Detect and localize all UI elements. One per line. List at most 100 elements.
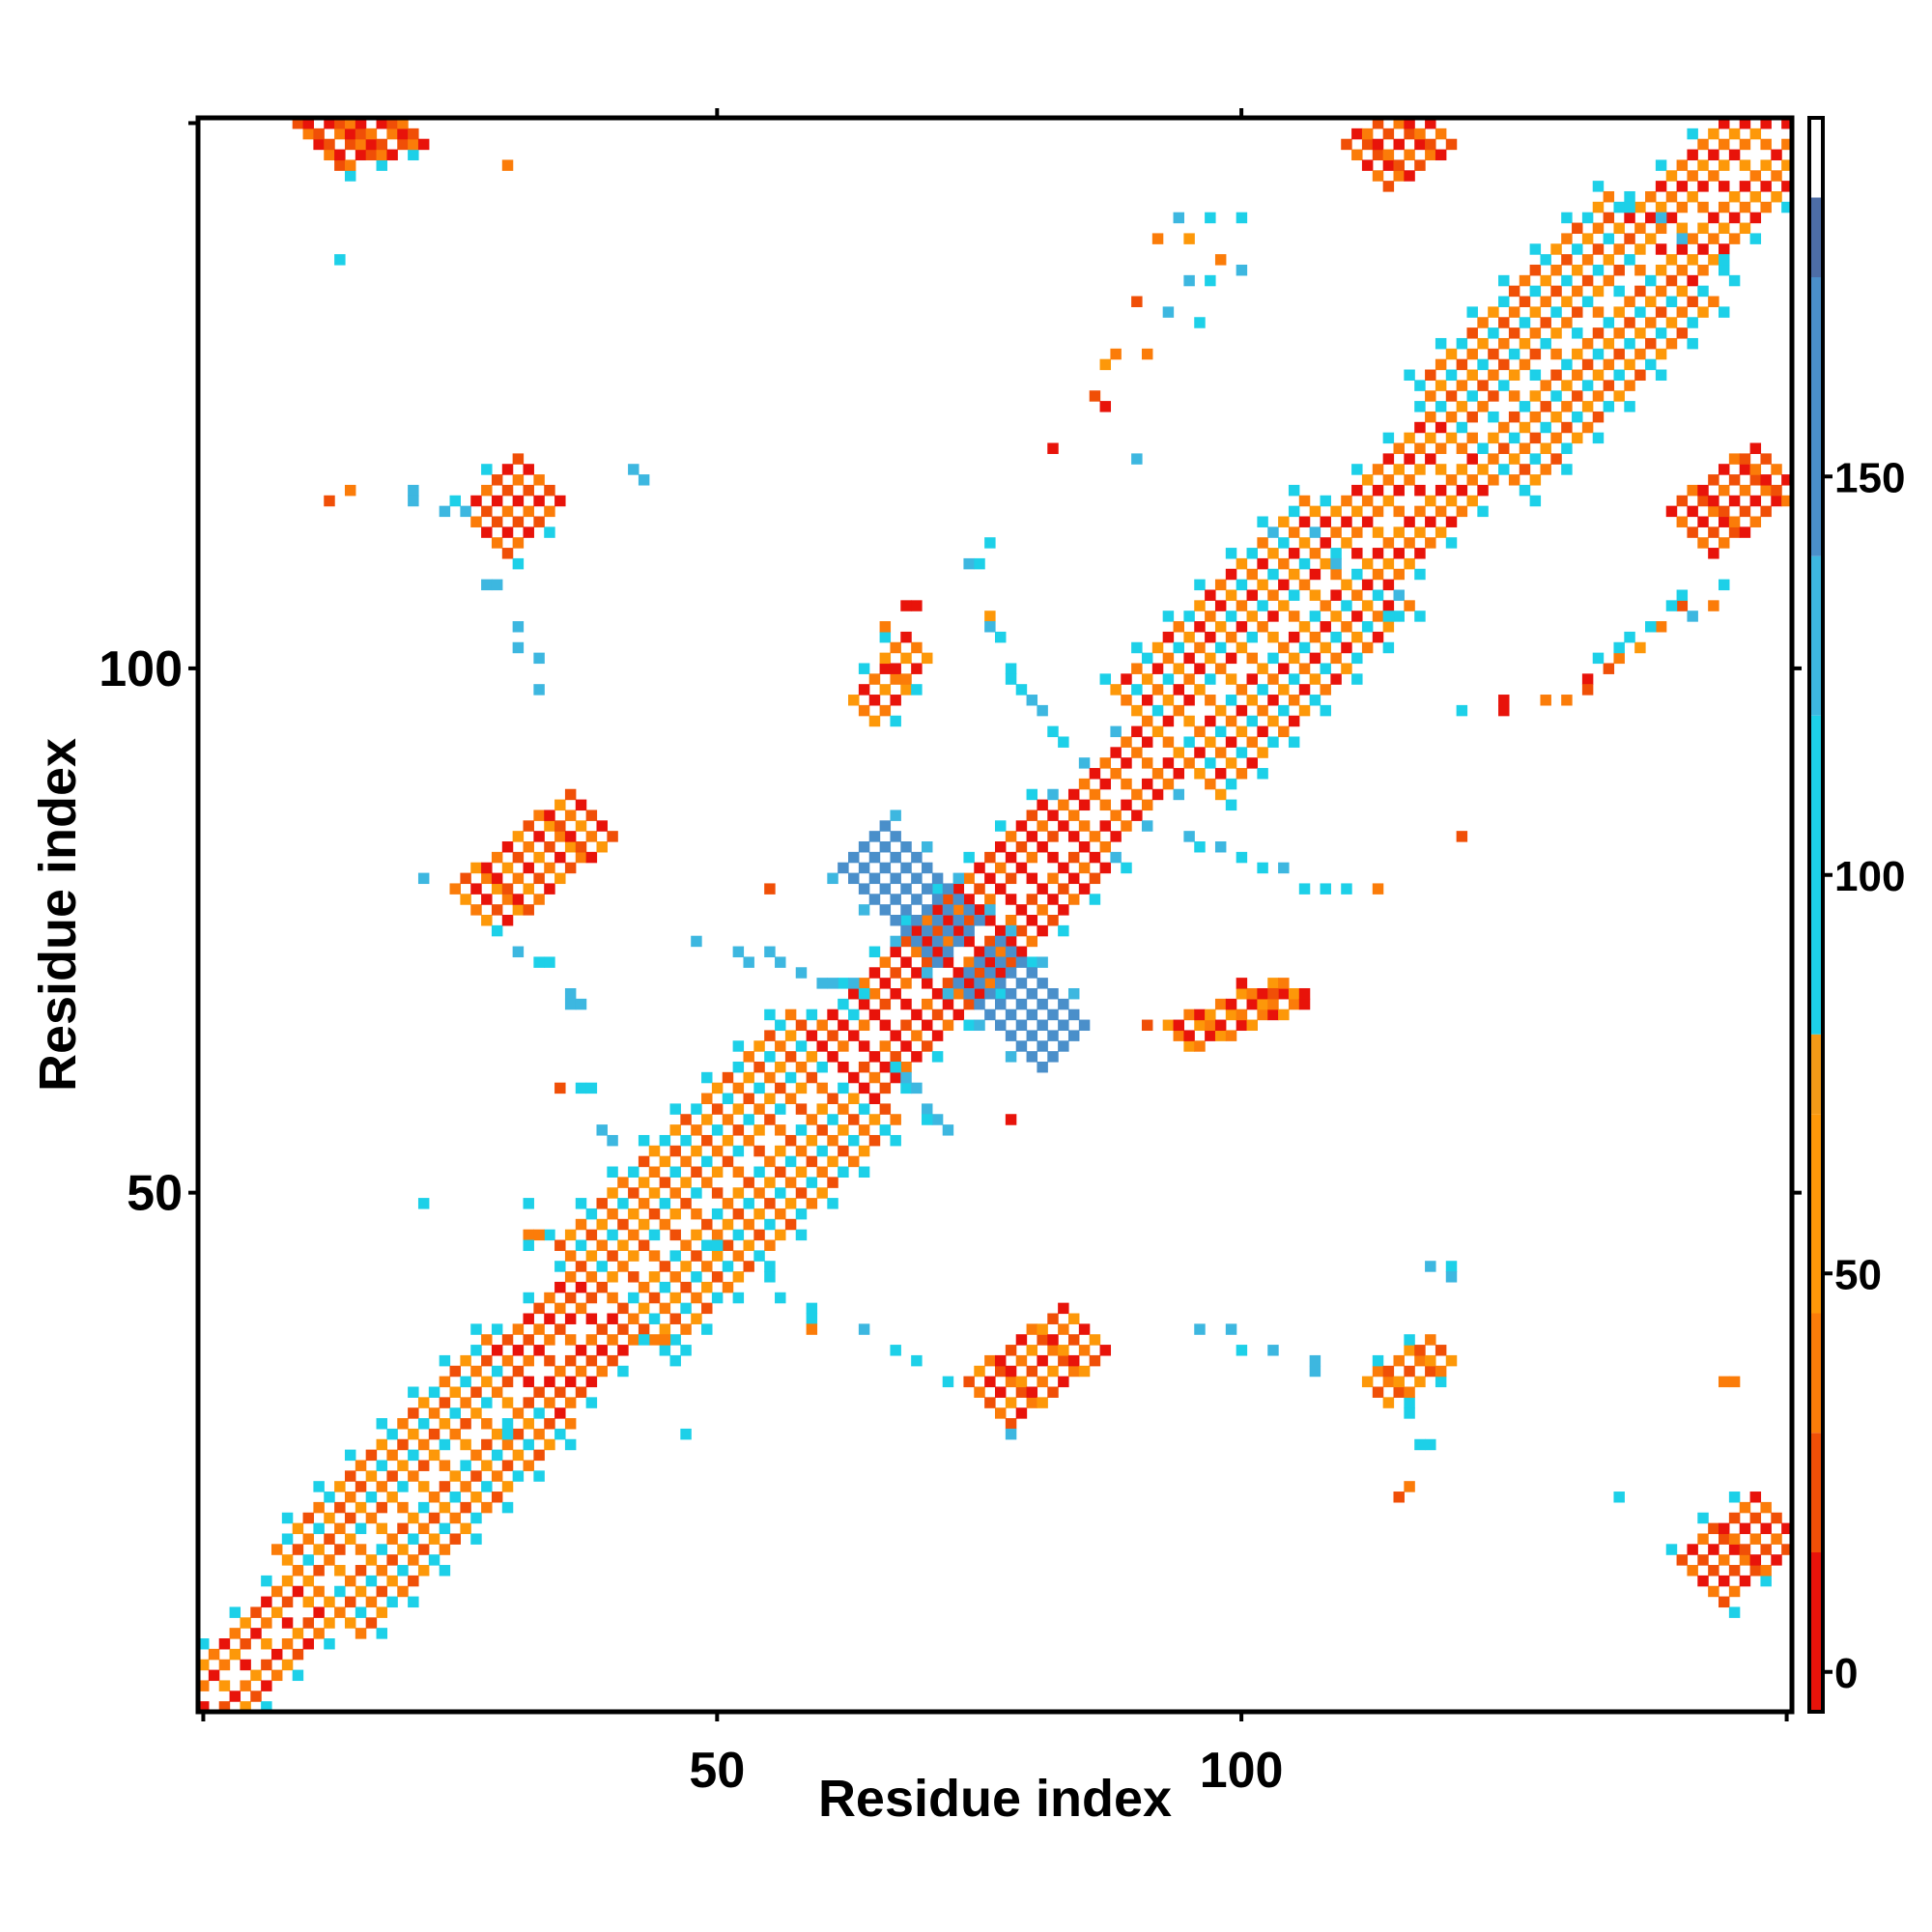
heatmap-cell [1026,1365,1038,1378]
heatmap-cell [481,484,493,497]
heatmap-cell [512,1323,525,1335]
heatmap-cell [1550,390,1562,402]
heatmap-cell [1561,212,1573,224]
heatmap-cell [963,924,975,937]
heatmap-cell [1581,233,1594,244]
heatmap-cell [1634,285,1646,298]
heatmap-cell [952,967,965,979]
heatmap-cell [1728,1606,1741,1618]
heatmap-cell [1361,557,1374,570]
heatmap-cell [1456,358,1468,371]
heatmap-cell [1728,149,1741,161]
heatmap-cell [1131,810,1143,821]
heatmap-cell [1760,1575,1772,1587]
heatmap-cell [596,1323,608,1335]
heatmap-cell [931,883,944,895]
heatmap-cell [1162,736,1175,748]
heatmap-cell [1037,704,1048,717]
heatmap-cell [984,1397,996,1408]
heatmap-cell [281,1638,294,1650]
heatmap-cell [911,872,923,885]
heatmap-cell [1309,548,1321,559]
heatmap-cell [1351,526,1363,538]
heatmap-cell [1739,1501,1751,1514]
heatmap-cell [313,1522,325,1535]
heatmap-cell [481,1481,493,1492]
heatmap-cell [1550,327,1562,339]
heatmap-cell [1382,159,1395,171]
heatmap-cell [607,1250,618,1262]
heatmap-cell [701,1281,713,1293]
heatmap-cell [1572,285,1583,298]
heatmap-cell [1267,548,1279,559]
heatmap-cell [607,1313,618,1324]
heatmap-cell [585,1292,598,1304]
heatmap-cell [512,621,525,633]
y-tick-label: 100 [99,641,183,697]
heatmap-cell [931,956,944,968]
heatmap-cell [334,1606,346,1618]
heatmap-cell [491,1449,503,1462]
heatmap-cell [931,924,944,937]
heatmap-cell [1341,621,1352,633]
heatmap-cell [1613,652,1625,665]
heatmap-cell [1078,1323,1091,1335]
heatmap-cell [1781,159,1793,171]
heatmap-cell [344,1512,356,1524]
heatmap-cell [607,831,618,842]
heatmap-cell [922,883,933,895]
heatmap-cell [900,935,912,948]
heatmap-cell [1581,337,1594,350]
heatmap-cell [1005,1418,1017,1430]
heatmap-cell [1278,987,1290,1000]
heatmap-cell [1298,537,1311,549]
heatmap-cell [1257,537,1268,549]
heatmap-cell [722,1261,734,1272]
heatmap-cell [900,1040,912,1052]
heatmap-cell [460,1460,471,1471]
heatmap-cell [523,1229,534,1241]
heatmap-cell [1708,505,1719,518]
heatmap-cell [1131,663,1143,674]
heatmap-cell [691,1292,702,1304]
heatmap-cell [1309,505,1321,518]
heatmap-cell [890,1051,901,1063]
heatmap-cell [701,1134,713,1147]
heatmap-cell [585,1208,598,1220]
heatmap-cell [1781,1544,1793,1555]
heatmap-cell [868,715,881,727]
heatmap-cell [1162,778,1175,790]
heatmap-cell [701,1218,713,1231]
heatmap-cell [1047,1365,1059,1378]
heatmap-cell [1739,1575,1751,1587]
heatmap-cell [1026,788,1038,801]
heatmap-cell [1015,1386,1028,1398]
heatmap-cell [1645,296,1657,307]
heatmap-cell [533,1302,545,1315]
heatmap-cell [1309,673,1321,685]
heatmap-cell [1697,537,1709,549]
heatmap-cell [1550,306,1562,318]
heatmap-cell [795,1166,808,1178]
heatmap-cell [250,1606,262,1618]
heatmap-cell [1194,1040,1206,1052]
heatmap-cell [1288,652,1300,665]
heatmap-cell [1435,337,1447,350]
heatmap-cell [1708,1522,1719,1535]
heatmap-cell [1561,254,1573,266]
heatmap-cell [659,1218,671,1231]
heatmap-cell [1498,337,1510,350]
heatmap-cell [1151,768,1164,780]
colorbar-tick-label: 50 [1834,1251,1882,1298]
heatmap-cell [1257,684,1268,696]
heatmap-cell [1361,474,1374,486]
heatmap-cell [1719,1596,1730,1608]
heatmap-cell [218,1638,231,1650]
heatmap-cell [1110,725,1122,738]
heatmap-cell [1708,170,1719,182]
heatmap-cell [795,967,808,979]
heatmap-cell [1099,841,1112,853]
heatmap-cell [1592,411,1605,423]
heatmap-cell [1194,725,1206,738]
